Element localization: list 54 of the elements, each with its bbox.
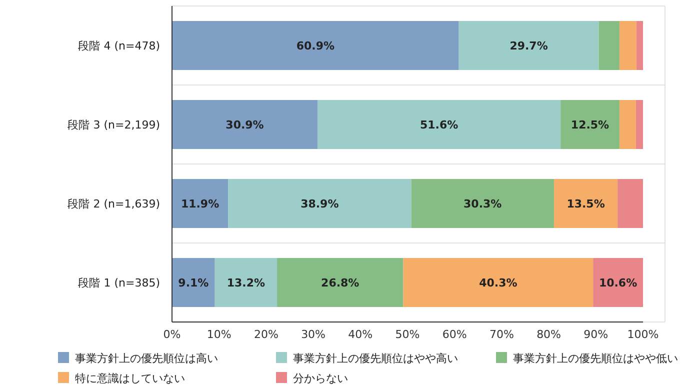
y-tick-label: 段階 1 (n=385) [78,276,160,290]
x-tick-label: 90% [584,328,608,341]
x-tick-label: 40% [348,328,373,341]
data-label: 51.6% [420,118,458,132]
y-tick-label: 段階 3 (n=2,199) [68,118,160,132]
bar [403,258,594,307]
bar [172,21,459,70]
bar [560,100,620,149]
bar [598,21,620,70]
data-label: 11.9% [180,197,220,210]
data-label: 30.9% [226,118,264,132]
bar [618,179,643,228]
x-tick-label: 10% [206,328,232,341]
x-tick-label: 20% [254,328,278,341]
bar [172,100,318,149]
bar [619,100,636,149]
bar [636,100,643,149]
bar [411,179,554,228]
legend-label: 事業方針上の優先順位は高い [75,352,218,365]
bar [172,258,215,307]
bar [636,21,643,70]
data-label: 40.3% [479,276,518,290]
bar [172,179,228,228]
bar [458,21,599,70]
data-label: 30.3% [464,197,502,210]
bar [619,21,636,70]
legend-label: 特に意識はしていない [75,372,185,385]
y-tick-label: 段階 4 (n=478) [78,39,160,52]
legend-label: 事業方針上の優先順位はやや高い [293,352,458,365]
data-label: 10.6% [598,276,638,290]
y-tick-label: 段階 2 (n=1,639) [68,197,160,210]
bar [318,100,561,149]
x-tick-label: 70% [489,328,514,341]
legend-label: 分からない [293,372,348,385]
data-label: 9.1% [178,276,209,290]
x-tick-label: 80% [536,328,562,341]
bar [277,258,404,307]
x-tick-label: 0% [163,328,181,341]
bar [214,258,278,307]
x-tick-label: 100% [627,328,659,341]
legend-label: 事業方針上の優先順位はやや低い [513,352,678,365]
x-tick-label: 50% [395,328,420,341]
data-label: 26.8% [321,276,360,290]
data-label: 29.7% [510,39,548,52]
x-tick-label: 60% [442,328,467,341]
bar [228,179,412,228]
bar [554,179,618,228]
data-label: 13.5% [566,197,605,210]
bar [593,258,643,307]
data-label: 38.9% [300,197,339,210]
data-label: 60.9% [296,39,335,52]
data-label: 12.5% [570,118,610,132]
x-tick-label: 30% [301,328,326,341]
data-label: 13.2% [226,276,266,290]
